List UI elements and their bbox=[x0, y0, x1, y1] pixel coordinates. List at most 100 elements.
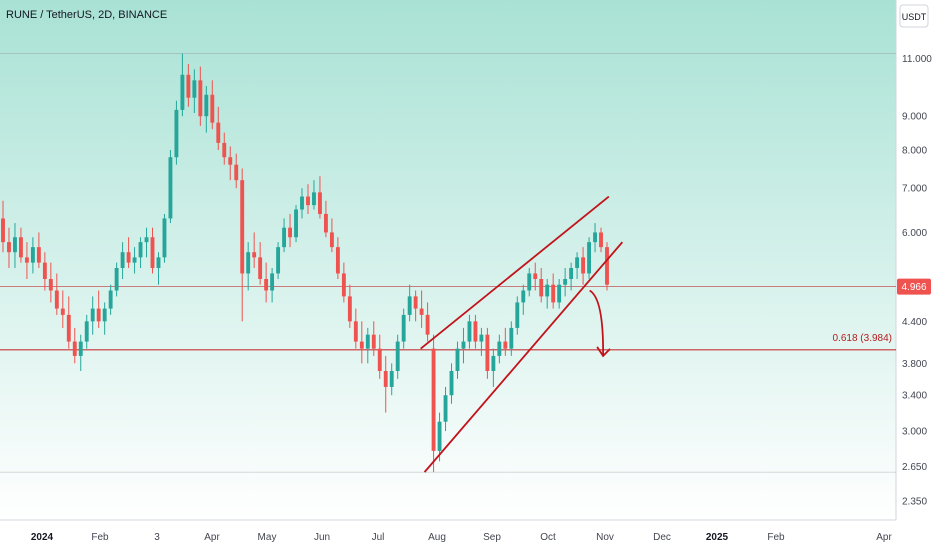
candle-1[interactable] bbox=[7, 227, 11, 268]
candle-62[interactable] bbox=[371, 321, 376, 356]
candle-5[interactable] bbox=[30, 237, 35, 274]
candle-98[interactable] bbox=[587, 237, 592, 280]
candle-51[interactable] bbox=[306, 184, 310, 214]
candle-42[interactable] bbox=[252, 232, 257, 268]
candle-27[interactable] bbox=[162, 213, 167, 263]
candle-21[interactable] bbox=[126, 237, 131, 268]
candle-13[interactable] bbox=[78, 334, 83, 371]
candle-86[interactable] bbox=[515, 296, 520, 335]
candle-53[interactable] bbox=[318, 176, 322, 219]
candle-68[interactable] bbox=[407, 284, 412, 322]
wedge-upper-line[interactable] bbox=[420, 195, 610, 350]
candle-90[interactable] bbox=[539, 267, 544, 303]
candle-32[interactable] bbox=[192, 69, 197, 114]
candle-99[interactable] bbox=[593, 223, 597, 253]
candle-7[interactable] bbox=[42, 252, 47, 291]
candle-66[interactable] bbox=[395, 334, 400, 379]
candle-15[interactable] bbox=[90, 296, 95, 335]
candle-85[interactable] bbox=[509, 321, 514, 356]
candle-6[interactable] bbox=[36, 232, 41, 268]
candle-30[interactable] bbox=[180, 53, 185, 117]
candle-3[interactable] bbox=[18, 227, 23, 263]
candle-35[interactable] bbox=[210, 80, 215, 130]
candle-80[interactable] bbox=[479, 327, 484, 356]
candle-19[interactable] bbox=[114, 262, 119, 297]
candle-92[interactable] bbox=[551, 273, 556, 309]
candle-12[interactable] bbox=[72, 327, 77, 364]
candle-67[interactable] bbox=[401, 308, 406, 349]
candle-64[interactable] bbox=[383, 355, 388, 413]
candle-88[interactable] bbox=[527, 267, 532, 297]
candle-41[interactable] bbox=[246, 242, 251, 291]
candle-54[interactable] bbox=[323, 200, 328, 238]
currency-button[interactable]: USDT bbox=[899, 4, 929, 28]
candle-79[interactable] bbox=[473, 314, 478, 349]
candle-34[interactable] bbox=[204, 86, 209, 133]
candle-77[interactable] bbox=[461, 327, 466, 364]
candle-61[interactable] bbox=[365, 327, 370, 364]
candle-26[interactable] bbox=[156, 252, 161, 285]
candle-84[interactable] bbox=[503, 327, 508, 356]
candle-91[interactable] bbox=[545, 279, 550, 309]
candle-89[interactable] bbox=[533, 262, 538, 291]
candle-20[interactable] bbox=[120, 242, 125, 280]
candle-59[interactable] bbox=[353, 308, 358, 349]
candle-55[interactable] bbox=[329, 218, 334, 253]
wedge-lower-line[interactable] bbox=[423, 241, 624, 473]
candle-24[interactable] bbox=[144, 227, 149, 258]
candle-87[interactable] bbox=[521, 284, 526, 315]
candle-97[interactable] bbox=[581, 247, 586, 285]
candle-33[interactable] bbox=[198, 66, 203, 126]
candle-16[interactable] bbox=[96, 290, 101, 328]
candle-81[interactable] bbox=[485, 327, 490, 379]
candle-39[interactable] bbox=[234, 153, 239, 189]
candle-101[interactable] bbox=[605, 242, 609, 291]
candle-4[interactable] bbox=[24, 242, 29, 280]
candle-94[interactable] bbox=[563, 267, 568, 297]
candle-28[interactable] bbox=[168, 149, 173, 224]
candle-93[interactable] bbox=[557, 279, 562, 309]
candle-22[interactable] bbox=[132, 247, 137, 274]
candle-10[interactable] bbox=[60, 290, 65, 328]
candle-57[interactable] bbox=[341, 262, 346, 303]
candle-49[interactable] bbox=[294, 205, 298, 243]
candle-96[interactable] bbox=[575, 252, 580, 280]
candle-83[interactable] bbox=[497, 334, 502, 364]
candle-43[interactable] bbox=[258, 242, 263, 285]
candle-14[interactable] bbox=[84, 314, 89, 349]
candle-78[interactable] bbox=[467, 314, 472, 349]
candle-60[interactable] bbox=[359, 321, 364, 364]
candle-18[interactable] bbox=[108, 284, 113, 315]
candle-76[interactable] bbox=[455, 341, 460, 379]
candle-8[interactable] bbox=[48, 262, 53, 303]
candle-82[interactable] bbox=[491, 348, 496, 387]
candle-63[interactable] bbox=[377, 334, 382, 379]
candle-65[interactable] bbox=[389, 363, 394, 396]
candle-46[interactable] bbox=[276, 242, 281, 280]
candle-50[interactable] bbox=[300, 188, 304, 219]
candle-2[interactable] bbox=[13, 223, 17, 268]
candle-31[interactable] bbox=[186, 63, 191, 107]
candle-37[interactable] bbox=[222, 132, 227, 165]
candle-75[interactable] bbox=[449, 363, 454, 404]
candle-38[interactable] bbox=[228, 146, 233, 181]
candle-25[interactable] bbox=[150, 227, 155, 274]
candle-11[interactable] bbox=[66, 296, 71, 349]
candle-9[interactable] bbox=[54, 273, 59, 315]
candle-71[interactable] bbox=[425, 302, 430, 342]
candle-45[interactable] bbox=[270, 267, 275, 303]
candle-69[interactable] bbox=[413, 290, 418, 322]
candle-56[interactable] bbox=[335, 237, 340, 280]
candle-52[interactable] bbox=[312, 180, 316, 210]
candle-40[interactable] bbox=[240, 168, 245, 322]
candle-17[interactable] bbox=[102, 302, 107, 335]
candle-0[interactable] bbox=[1, 200, 5, 253]
candle-48[interactable] bbox=[288, 213, 292, 248]
candle-95[interactable] bbox=[569, 262, 574, 291]
candle-47[interactable] bbox=[282, 218, 287, 253]
candle-70[interactable] bbox=[419, 290, 424, 328]
candle-58[interactable] bbox=[347, 284, 352, 328]
projection-arrow[interactable] bbox=[589, 289, 604, 356]
candle-29[interactable] bbox=[174, 100, 179, 165]
